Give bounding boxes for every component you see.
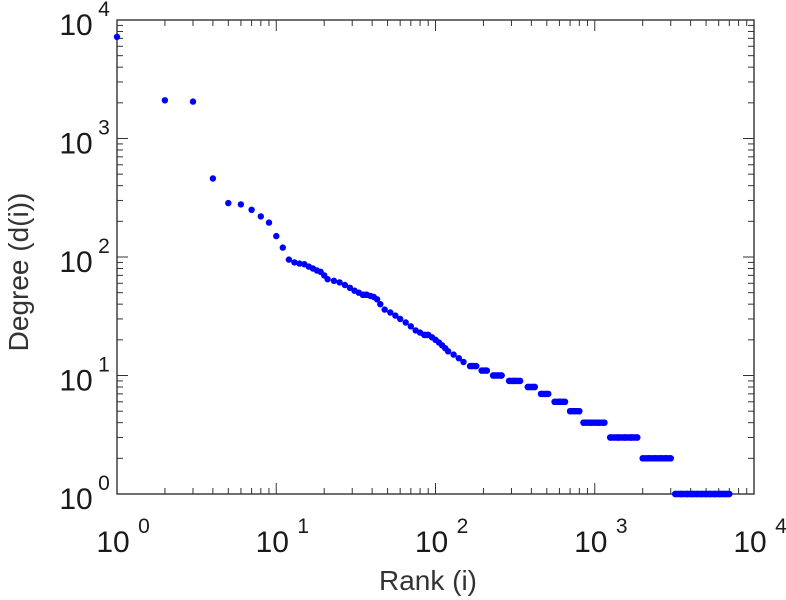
- data-point: [460, 358, 467, 366]
- y-tick-exponent: 4: [98, 0, 110, 21]
- y-tick-label: 10: [59, 9, 92, 42]
- data-point: [291, 259, 298, 266]
- data-point: [444, 348, 452, 355]
- data-point: [273, 232, 280, 240]
- x-tick-label: 10: [733, 526, 766, 559]
- data-point: [455, 355, 462, 362]
- data-point: [381, 306, 388, 313]
- y-tick-label: 10: [59, 365, 92, 398]
- data-point: [377, 301, 384, 308]
- data-point: [397, 315, 404, 323]
- y-tick-exponent: 1: [98, 354, 110, 377]
- tick-labels: 10 0 10 1 10 2 10 3 10 4 10 0 10 1 10 2 10 3 10 4: [59, 0, 786, 559]
- plot-frame: [116, 19, 755, 495]
- x-tick-exponent: 2: [457, 515, 469, 538]
- axis-ticks: [116, 19, 755, 495]
- x-tick-label: 10: [96, 526, 129, 559]
- x-tick-exponent: 1: [297, 515, 309, 538]
- x-tick-exponent: 3: [616, 515, 628, 538]
- data-point: [113, 33, 121, 41]
- data-point: [407, 323, 414, 330]
- data-point: [450, 351, 457, 358]
- data-point: [392, 312, 399, 319]
- y-tick-exponent: 0: [98, 472, 110, 495]
- data-point: [336, 279, 343, 286]
- y-tick-exponent: 3: [98, 117, 110, 140]
- x-tick-label: 10: [574, 526, 607, 559]
- x-tick-exponent: 0: [138, 515, 150, 538]
- data-point: [373, 296, 381, 303]
- y-tick-label: 10: [59, 246, 92, 279]
- data-point: [296, 260, 303, 267]
- x-tick-exponent: 4: [775, 515, 786, 538]
- data-point: [189, 98, 197, 105]
- x-tick-label: 10: [256, 526, 289, 559]
- data-point: [330, 277, 338, 284]
- data-point: [161, 97, 169, 104]
- y-tick-exponent: 2: [98, 235, 110, 258]
- data-point: [209, 175, 217, 182]
- data-point: [324, 276, 331, 283]
- data-point: [237, 201, 245, 208]
- data-point: [341, 281, 349, 289]
- y-tick-label: 10: [59, 483, 92, 516]
- data-point: [257, 213, 264, 220]
- y-tick-label: 10: [59, 128, 92, 161]
- y-axis-label: Degree (d(i)): [3, 193, 34, 352]
- data-point: [285, 256, 293, 263]
- data-point: [225, 199, 232, 207]
- data-point: [279, 244, 286, 251]
- data-point: [387, 309, 394, 316]
- x-axis-label: Rank (i): [379, 565, 477, 596]
- data-point: [402, 319, 409, 326]
- data-point: [248, 206, 255, 213]
- data-points: [113, 33, 733, 498]
- data-point: [346, 284, 354, 291]
- data-point: [265, 219, 273, 226]
- x-tick-label: 10: [415, 526, 448, 559]
